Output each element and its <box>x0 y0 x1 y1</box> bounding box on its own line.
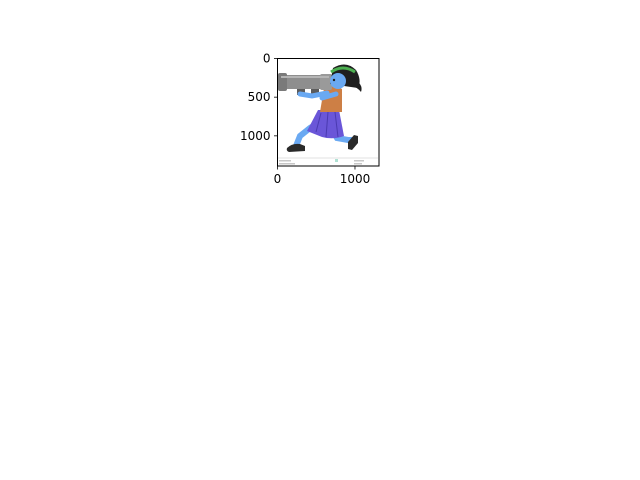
axes-frame <box>277 58 380 167</box>
y-tick-label: 500 <box>248 90 271 104</box>
shoe-left <box>286 143 305 152</box>
headband <box>330 66 356 74</box>
plotted-image <box>277 58 379 166</box>
bazooka-tube <box>281 75 329 89</box>
skirt-folds <box>315 111 339 138</box>
arm-right <box>319 91 339 101</box>
y-tick-label: 1000 <box>240 129 271 143</box>
bazooka-grip-right <box>311 89 319 95</box>
arm-left <box>297 90 330 99</box>
y-axis: 0 500 1000 <box>240 52 278 143</box>
image-footer-strip <box>278 157 378 165</box>
x-tick-label: 1000 <box>340 172 371 186</box>
shoe-right <box>348 135 358 150</box>
x-axis: 0 1000 <box>274 166 371 186</box>
face <box>330 73 346 89</box>
x-tick-label: 0 <box>274 172 282 186</box>
ponytail <box>352 78 362 92</box>
bazooka-muzzle <box>278 73 287 91</box>
y-tick-label: 0 <box>263 52 271 66</box>
eye <box>332 78 336 82</box>
